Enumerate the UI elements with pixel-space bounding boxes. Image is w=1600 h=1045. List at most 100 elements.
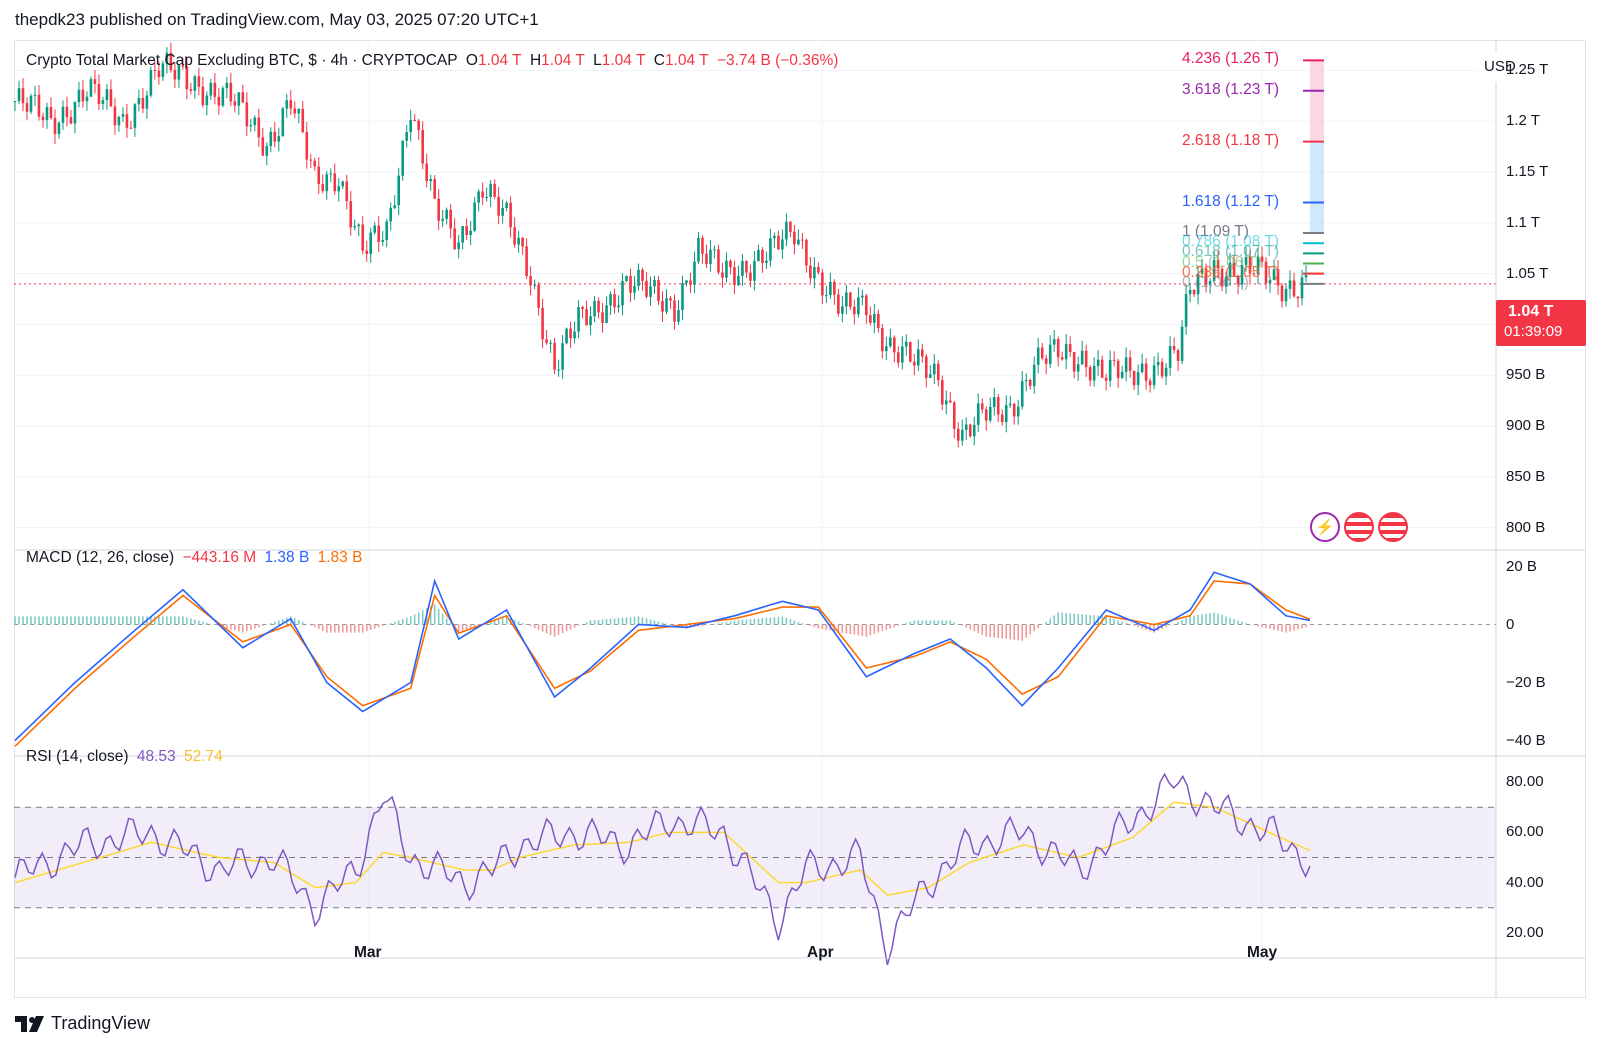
candle-body — [477, 191, 480, 203]
macd-histogram-bar — [709, 624, 712, 625]
macd-histogram-bar — [118, 616, 120, 625]
macd-histogram-bar — [825, 624, 828, 630]
candle-body — [661, 300, 664, 312]
candle — [17, 80, 21, 105]
macd-histogram-bar — [297, 619, 300, 625]
candle-body — [429, 179, 432, 182]
candle — [928, 365, 932, 378]
candle-body — [517, 237, 520, 245]
macd-histogram-bar — [701, 624, 704, 626]
candle-body — [765, 260, 768, 264]
candle-body — [657, 280, 660, 301]
macd-histogram-bar — [977, 624, 980, 634]
candle-body — [365, 250, 369, 254]
candle-body — [1044, 358, 1048, 364]
candle — [597, 297, 600, 319]
rsi-pane — [14, 772, 1496, 966]
candle — [609, 291, 612, 315]
macd-histogram-bar — [305, 623, 308, 625]
macd-histogram-bar — [769, 617, 772, 625]
macd-histogram-bar — [869, 624, 872, 636]
macd-histogram-bar — [1153, 624, 1155, 633]
candle — [569, 321, 572, 349]
candle — [1160, 358, 1164, 379]
candle — [505, 201, 508, 212]
candle-body — [649, 286, 652, 297]
candle-body — [105, 89, 109, 101]
macd-histogram-bar — [1073, 613, 1075, 625]
candle — [21, 78, 25, 112]
candle-body — [545, 339, 548, 343]
candle — [377, 216, 381, 253]
change-value: −3.74 B (−0.36%) — [716, 52, 839, 69]
macd-histogram-bar — [469, 624, 472, 629]
candle — [988, 397, 992, 423]
candle-body — [193, 76, 197, 91]
fib-level-label: 2.618 (1.18 T) — [1182, 131, 1280, 149]
macd-histogram-bar — [785, 617, 788, 625]
candle-body — [1260, 256, 1264, 262]
macd-histogram-bar — [749, 619, 752, 625]
candle-body — [381, 240, 385, 242]
macd-histogram-bar — [661, 622, 664, 625]
rsi-title[interactable]: RSI (14, close) — [26, 748, 129, 765]
candle-body — [1220, 268, 1224, 287]
candle — [677, 299, 680, 325]
macd-histogram-bar — [837, 624, 840, 632]
candle — [601, 302, 604, 333]
macd-histogram-bar — [46, 616, 48, 625]
symbol-title[interactable]: Crypto Total Market Cap Excluding BTC, $… — [26, 52, 458, 69]
macd-histogram-bar — [537, 624, 540, 630]
candle — [960, 419, 964, 446]
macd-histogram-bar — [801, 623, 804, 625]
candle — [757, 244, 760, 262]
time-tick-label: May — [1247, 944, 1278, 961]
candle-body — [1288, 280, 1292, 289]
candle-body — [561, 343, 564, 370]
candle-body — [169, 52, 173, 70]
macd-histogram-bar — [933, 620, 936, 625]
candle — [213, 73, 217, 105]
candle — [201, 76, 205, 108]
candle-body — [357, 224, 361, 227]
currency-button[interactable]: USD — [1478, 52, 1554, 82]
candle-body — [425, 163, 428, 182]
candle-body — [73, 102, 77, 124]
macd-histogram-bar — [1069, 613, 1071, 625]
candle — [181, 58, 185, 70]
macd-histogram-bar — [1093, 615, 1095, 625]
lightning-icon[interactable]: ⚡ — [1310, 512, 1340, 542]
candle-body — [401, 140, 405, 176]
candle — [525, 238, 528, 279]
candle — [325, 170, 329, 200]
us-flag-icon[interactable] — [1378, 512, 1408, 542]
candle-body — [877, 313, 880, 329]
candle-body — [865, 295, 868, 316]
macd-histogram-bar — [909, 621, 912, 625]
candle — [1260, 246, 1264, 268]
macd-title[interactable]: MACD (12, 26, close) — [26, 549, 175, 566]
macd-histogram-bar — [929, 620, 932, 625]
candle — [1000, 409, 1004, 426]
candle-body — [845, 292, 848, 307]
candle-body — [397, 175, 401, 206]
candle — [885, 336, 888, 361]
candle — [825, 285, 828, 304]
candle — [29, 93, 33, 115]
us-flag-icon[interactable] — [1344, 512, 1374, 542]
candle-body — [453, 228, 456, 250]
macd-histogram-bar — [997, 624, 1000, 639]
rsi-tick-label: 40.00 — [1506, 873, 1544, 891]
macd-histogram-bar — [54, 616, 56, 625]
candle — [297, 108, 301, 124]
candle-body — [533, 284, 536, 286]
candle — [1280, 282, 1284, 308]
price-tick-label: 950 B — [1506, 366, 1546, 384]
macd-histogram-bar — [74, 616, 76, 625]
candle-body — [1244, 256, 1248, 266]
candle-body — [345, 181, 349, 202]
candle-body — [377, 225, 381, 242]
macd-histogram-bar — [1025, 624, 1028, 638]
price-tick-label: 1.2 T — [1506, 112, 1540, 130]
